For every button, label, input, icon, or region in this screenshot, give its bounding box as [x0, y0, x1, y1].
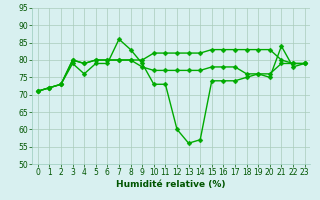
X-axis label: Humidité relative (%): Humidité relative (%): [116, 180, 226, 189]
